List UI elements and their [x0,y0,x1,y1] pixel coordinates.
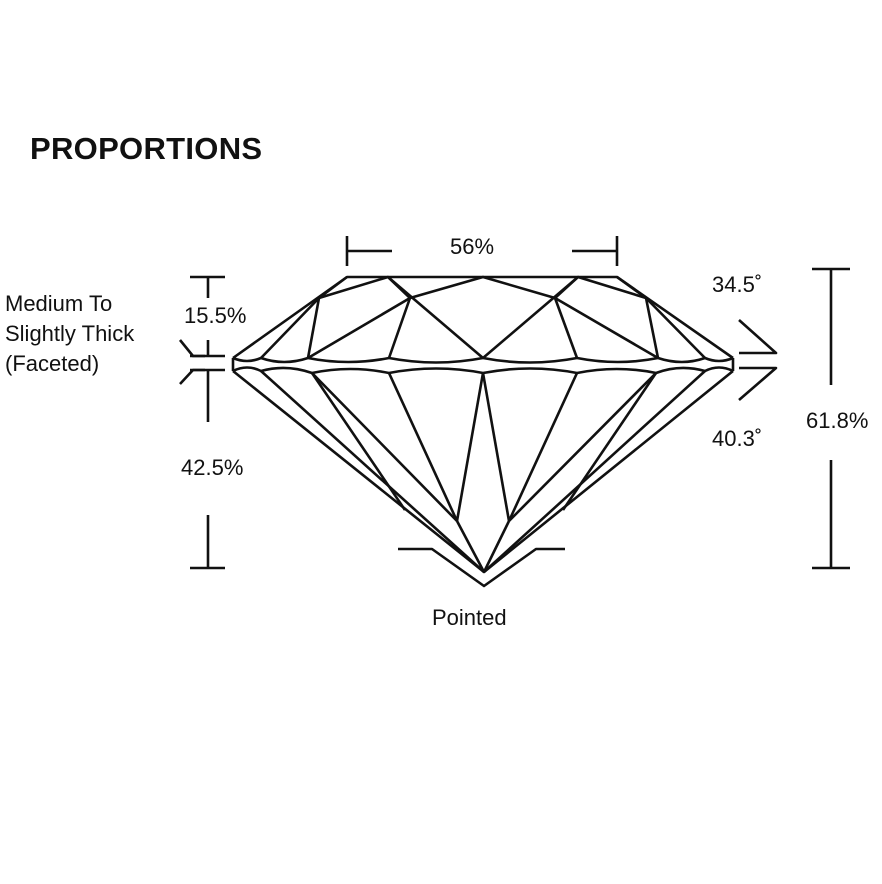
angle-markers [738,319,778,401]
pavilion-angle-label: 40.3˚ [712,426,763,451]
total-depth-label: 61.8% [806,408,869,433]
pavilion-depth-label: 42.5% [181,455,244,480]
pavilion-facets [232,366,734,573]
crown-height-label: 15.5% [184,303,247,328]
total-depth-dimension [812,267,850,570]
table-dimension [345,236,619,266]
culet-label: Pointed [432,605,507,630]
table-percent-label: 56% [450,234,495,259]
girdle-label-line-1: Medium To [5,291,113,316]
pavilion-depth-dimension [190,368,225,570]
culet-marker [398,547,565,588]
crown-facets [232,275,734,364]
diagram-title: PROPORTIONS [30,131,263,166]
crown-height-dimension [178,275,225,385]
diamond-outline [231,275,735,574]
crown-angle-label: 34.5˚ [712,272,763,297]
girdle-label-line-3: (Faceted) [5,351,100,376]
girdle-label-line-2: Slightly Thick [5,321,135,346]
